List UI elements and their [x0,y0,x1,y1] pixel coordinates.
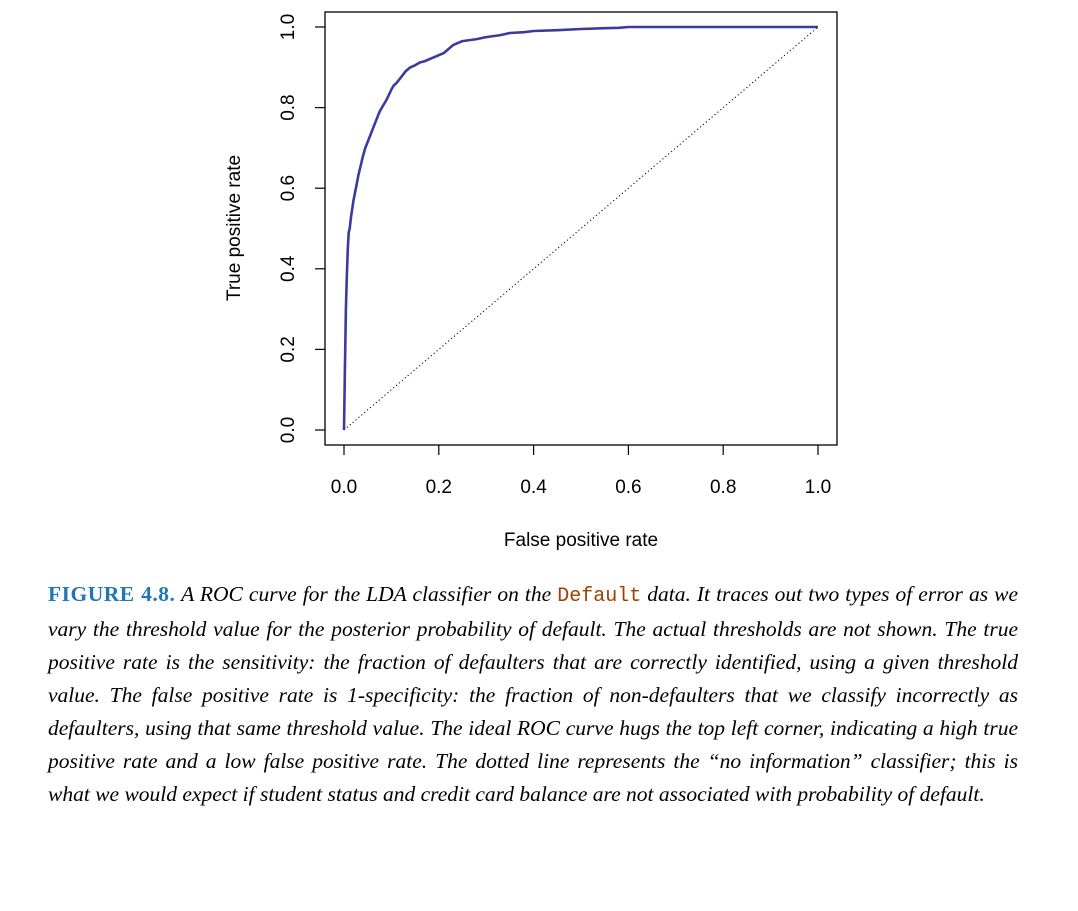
plot-frame [324,11,838,446]
y-tick-label: 0.4 [278,255,299,282]
y-tick-label: 0.2 [278,336,299,362]
figure-label: FIGURE 4.8. [48,582,176,606]
roc-chart: 0.0 0.2 0.4 0.6 0.8 1.0 0.0 0.2 0.4 0.6 0.8 1.0 Fal… [224,11,838,551]
x-tick-label: 0.6 [615,477,641,498]
figure-caption: FIGURE 4.8. A ROC curve for the LDA clas… [48,578,1018,811]
x-tick-label: 0.2 [426,477,452,498]
y-tick-label: 0.0 [278,417,299,443]
y-tick-label: 0.8 [278,94,299,120]
dataset-name: Default [557,585,642,608]
x-tick-label: 0.4 [520,477,547,498]
x-tick-label: 0.0 [331,477,357,498]
x-axis-label: False positive rate [504,530,658,551]
x-tick-label: 0.8 [710,477,736,498]
x-tick-label: 1.0 [805,477,831,498]
caption-text-end: data. It traces out two types of error a… [48,582,1018,806]
roc-curve [342,25,818,431]
no-information-line [343,26,819,431]
axis-ticks: 0.0 0.2 0.4 0.6 0.8 1.0 0.0 0.2 0.4 0.6 0.8 1.0 [278,14,831,498]
y-tick-label: 0.6 [278,175,299,201]
y-tick-label: 1.0 [278,14,299,40]
caption-text-start: A ROC curve for the LDA classifier on th… [175,582,558,606]
y-axis-label: True positive rate [224,155,245,301]
